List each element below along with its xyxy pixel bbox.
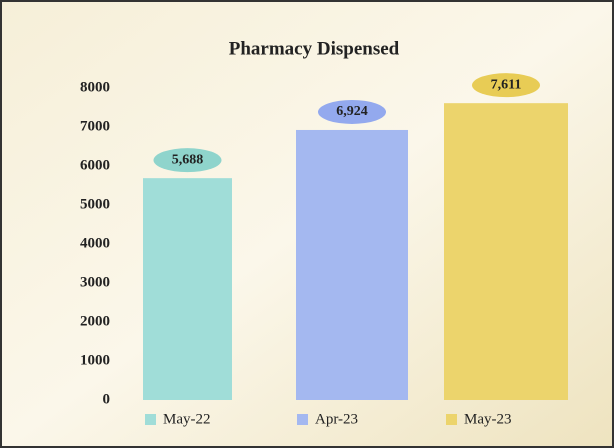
value-label-bubble	[153, 148, 222, 173]
bar	[143, 178, 232, 400]
legend-swatch	[145, 414, 156, 425]
y-tick-label: 1000	[80, 352, 110, 368]
legend-swatch	[297, 414, 308, 425]
y-tick-label: 3000	[80, 274, 110, 290]
legend-label: May-23	[464, 411, 512, 427]
y-tick-label: 2000	[80, 313, 110, 329]
legend-swatch	[446, 414, 457, 425]
legend-label: Apr-23	[315, 411, 358, 427]
y-tick-label: 8000	[80, 79, 110, 95]
chart-title: Pharmacy Dispensed	[229, 38, 400, 59]
bar	[444, 103, 568, 401]
value-label-bubble	[472, 73, 540, 98]
y-tick-label: 4000	[80, 235, 110, 251]
y-tick-label: 7000	[80, 118, 110, 134]
value-label: 5,688	[172, 152, 204, 167]
value-label-bubble	[318, 99, 386, 124]
bar	[296, 129, 408, 401]
value-label: 7,611	[491, 77, 522, 92]
y-tick-label: 6000	[80, 157, 110, 173]
value-label: 6,924	[336, 104, 368, 119]
y-tick-label: 5000	[80, 196, 110, 212]
legend-label: May-22	[163, 411, 211, 427]
y-tick-label: 0	[103, 391, 111, 407]
